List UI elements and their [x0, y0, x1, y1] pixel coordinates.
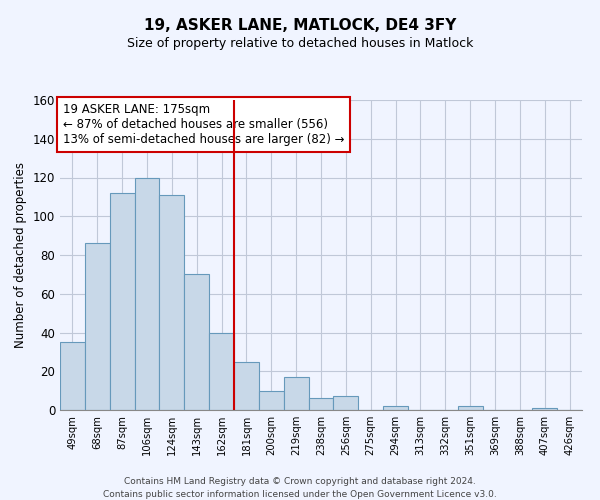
- Bar: [334, 396, 358, 410]
- Bar: [458, 406, 482, 410]
- Bar: [184, 274, 209, 410]
- Bar: [134, 178, 160, 410]
- Y-axis label: Number of detached properties: Number of detached properties: [14, 162, 27, 348]
- Text: Size of property relative to detached houses in Matlock: Size of property relative to detached ho…: [127, 38, 473, 51]
- Bar: [308, 398, 334, 410]
- Text: Contains HM Land Registry data © Crown copyright and database right 2024.: Contains HM Land Registry data © Crown c…: [124, 478, 476, 486]
- Bar: [85, 244, 110, 410]
- Text: Contains public sector information licensed under the Open Government Licence v3: Contains public sector information licen…: [103, 490, 497, 499]
- Bar: [259, 390, 284, 410]
- Bar: [160, 195, 184, 410]
- Bar: [60, 342, 85, 410]
- Text: 19, ASKER LANE, MATLOCK, DE4 3FY: 19, ASKER LANE, MATLOCK, DE4 3FY: [144, 18, 456, 32]
- Bar: [383, 406, 408, 410]
- Bar: [234, 362, 259, 410]
- Bar: [284, 377, 308, 410]
- Bar: [532, 408, 557, 410]
- Text: 19 ASKER LANE: 175sqm
← 87% of detached houses are smaller (556)
13% of semi-det: 19 ASKER LANE: 175sqm ← 87% of detached …: [62, 103, 344, 146]
- Bar: [209, 332, 234, 410]
- Bar: [110, 193, 134, 410]
